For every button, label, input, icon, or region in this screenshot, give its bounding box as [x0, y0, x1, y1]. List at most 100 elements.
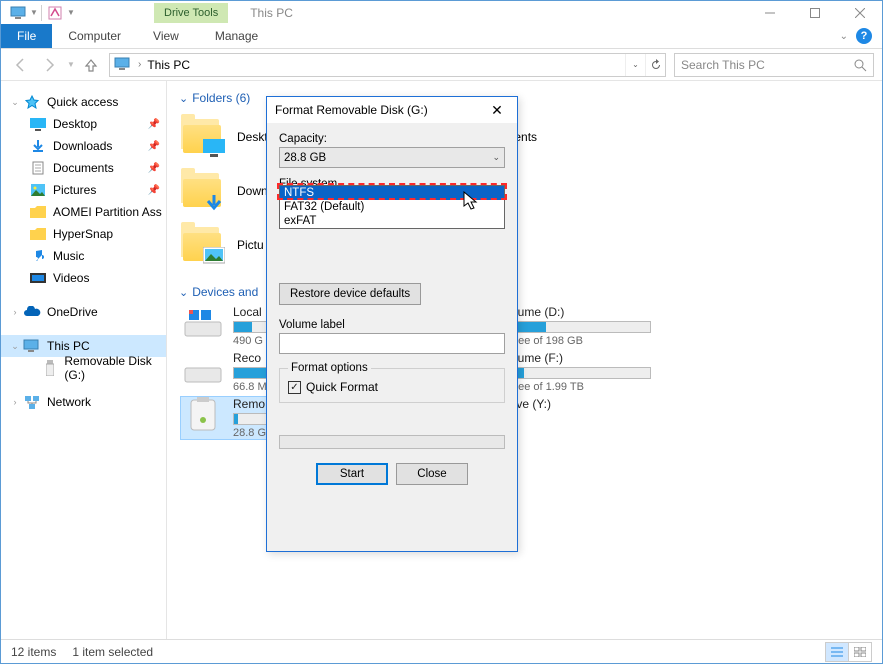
option-exfat[interactable]: exFAT [280, 214, 504, 228]
chevron-down-icon: ⌄ [179, 286, 188, 299]
drive-name: Volume (D:) [501, 305, 681, 319]
quick-format-label: Quick Format [306, 380, 378, 394]
start-button[interactable]: Start [316, 463, 388, 485]
nav-onedrive[interactable]: › OneDrive [1, 301, 166, 323]
navigation-pane: ⌄ Quick access Desktop 📌 Downloads 📌 Docum… [1, 81, 167, 639]
back-button[interactable] [9, 53, 33, 77]
nav-downloads[interactable]: Downloads 📌 [1, 135, 166, 157]
pin-icon: 📌 [148, 141, 160, 152]
view-tab[interactable]: View [137, 24, 195, 48]
drive-tools-tab-header: Drive Tools [154, 3, 228, 23]
quick-format-checkbox[interactable]: ✓ Quick Format [288, 380, 496, 394]
expand-ribbon-icon[interactable]: ⌄ [840, 31, 848, 42]
nav-network[interactable]: ›Network [1, 391, 166, 413]
chevron-right-icon[interactable]: › [9, 307, 21, 317]
folder-icon [179, 171, 227, 211]
restore-defaults-button[interactable]: Restore device defaults [279, 283, 421, 305]
address-text: This PC [147, 58, 625, 72]
nav-desktop[interactable]: Desktop 📌 [1, 113, 166, 135]
usb-drive-icon [181, 397, 225, 435]
status-bar: 12 items 1 item selected [1, 639, 882, 663]
usb-drive-icon [42, 360, 58, 376]
recent-dropdown-icon[interactable]: ▼ [65, 53, 77, 77]
folder-icon [179, 117, 227, 157]
navigation-bar: ▼ › This PC ⌄ Search This PC [1, 49, 882, 81]
checkbox-icon: ✓ [288, 381, 301, 394]
manage-tab[interactable]: Manage [199, 24, 274, 48]
drive-name: Drive (Y:) [501, 397, 681, 411]
folder-label: Down [237, 184, 268, 198]
nav-label: Music [53, 249, 84, 263]
contextual-tab-group: Drive Tools [154, 3, 228, 23]
qat-dropdown-icon[interactable]: ▼ [29, 2, 39, 24]
nav-removable-disk[interactable]: ›Removable Disk (G:) [1, 357, 166, 379]
nav-pictures[interactable]: Pictures📌 [1, 179, 166, 201]
forward-button[interactable] [37, 53, 61, 77]
desktop-icon [203, 139, 225, 157]
nav-documents[interactable]: Documents📌 [1, 157, 166, 179]
file-tab[interactable]: File [1, 24, 52, 48]
nav-music[interactable]: Music [1, 245, 166, 267]
nav-label: Videos [53, 271, 89, 285]
computer-tab[interactable]: Computer [52, 24, 137, 48]
up-button[interactable] [81, 55, 101, 75]
address-dropdown-icon[interactable]: ⌄ [625, 54, 645, 76]
option-fat32[interactable]: FAT32 (Default) [280, 200, 504, 214]
volume-label-input[interactable] [279, 333, 505, 354]
nav-videos[interactable]: Videos [1, 267, 166, 289]
close-button[interactable] [837, 1, 882, 24]
close-icon[interactable]: ✕ [485, 102, 509, 119]
drive-icon [181, 351, 225, 389]
option-ntfs[interactable]: NTFS [280, 186, 504, 200]
properties-icon[interactable] [44, 2, 66, 24]
capacity-label: Capacity: [279, 133, 505, 145]
nav-aomei[interactable]: AOMEI Partition Ass [1, 201, 166, 223]
chevron-right-icon[interactable]: › [9, 397, 21, 407]
chevron-down-icon: ⌄ [492, 152, 500, 163]
nav-label: HyperSnap [53, 227, 113, 241]
drive-icon [181, 305, 225, 343]
folder-label: Pictu [237, 238, 264, 252]
download-icon [29, 138, 47, 154]
drive-f[interactable]: Volume (F:)B free of 1.99 TB [501, 351, 681, 393]
search-input[interactable]: Search This PC [674, 53, 874, 77]
capacity-select[interactable]: 28.8 GB⌄ [279, 147, 505, 168]
pin-icon: 📌 [148, 119, 160, 130]
picture-icon [29, 182, 47, 198]
address-bar[interactable]: › This PC ⌄ [109, 53, 666, 77]
tiles-view-button[interactable] [848, 642, 872, 662]
dialog-title-bar[interactable]: Format Removable Disk (G:) ✕ [267, 97, 517, 123]
refresh-button[interactable] [645, 54, 665, 76]
volume-label-label: Volume label [279, 319, 505, 331]
nav-label: AOMEI Partition Ass [53, 205, 162, 219]
progress-bar [279, 435, 505, 449]
chevron-down-icon: ⌄ [179, 92, 188, 105]
minimize-button[interactable] [747, 1, 792, 24]
nav-quick-access[interactable]: ⌄ Quick access [1, 91, 166, 113]
drive-y[interactable]: Drive (Y:) [501, 397, 681, 439]
ribbon-tabs: File Computer View Manage ⌄ ? [1, 24, 882, 49]
chevron-right-icon[interactable]: › [138, 59, 141, 70]
maximize-button[interactable] [792, 1, 837, 24]
group-title: Devices and [192, 285, 258, 299]
capacity-bar [501, 367, 651, 379]
window-title: This PC [250, 6, 293, 20]
chevron-down-icon[interactable]: ⌄ [9, 97, 21, 108]
format-dialog: Format Removable Disk (G:) ✕ Capacity: 2… [266, 96, 518, 552]
nav-hypersnap[interactable]: HyperSnap [1, 223, 166, 245]
close-button[interactable]: Close [396, 463, 468, 485]
pin-icon: 📌 [148, 163, 160, 174]
drive-d[interactable]: Volume (D:)B free of 198 GB [501, 305, 681, 347]
chevron-down-icon[interactable]: ⌄ [9, 341, 21, 352]
qat-dropdown-icon[interactable]: ▼ [66, 2, 76, 24]
capacity-value: 28.8 GB [284, 152, 492, 164]
music-icon [29, 248, 47, 264]
help-icon[interactable]: ? [856, 28, 872, 44]
folder-icon [29, 204, 47, 220]
dialog-title: Format Removable Disk (G:) [275, 103, 485, 117]
nav-label: OneDrive [47, 305, 98, 319]
nav-label: Downloads [53, 139, 112, 153]
details-view-button[interactable] [825, 642, 849, 662]
nav-label: Pictures [53, 183, 96, 197]
nav-label: Desktop [53, 117, 97, 131]
